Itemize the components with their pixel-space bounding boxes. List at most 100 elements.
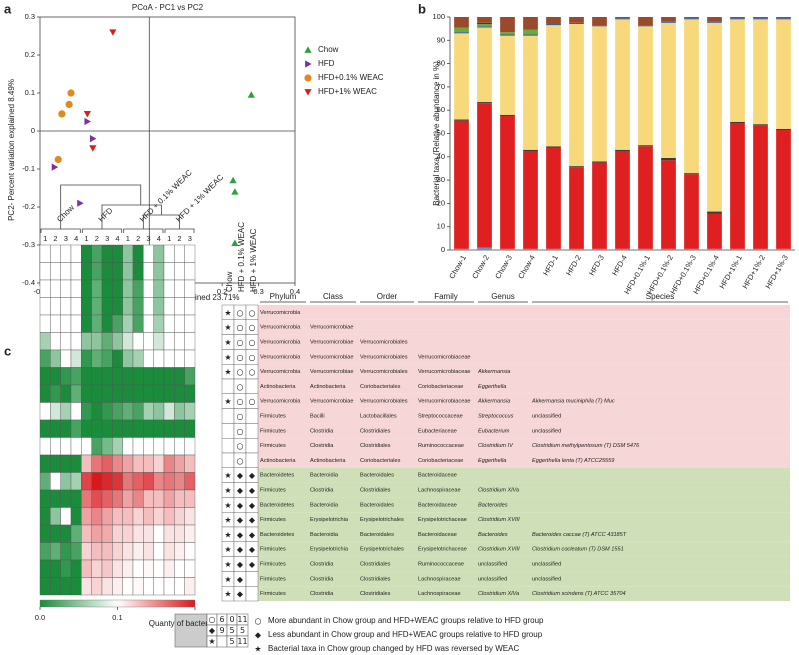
table-cell: Eubacteriaceae bbox=[418, 428, 457, 434]
heat-cell bbox=[50, 402, 61, 421]
heat-cell bbox=[70, 367, 82, 386]
table-row bbox=[258, 556, 790, 572]
heat-cell bbox=[143, 437, 154, 456]
table-cell: Verrucomicrobiae bbox=[310, 339, 354, 345]
table-header: Order bbox=[377, 292, 398, 301]
bar-segment bbox=[592, 25, 607, 27]
table-cell: Firmicutes bbox=[260, 487, 286, 493]
bar-segment bbox=[592, 161, 607, 163]
table-cell: Firmicutes bbox=[260, 517, 286, 523]
heat-cell bbox=[70, 489, 82, 508]
heat-cell bbox=[112, 384, 123, 403]
table-row bbox=[258, 571, 790, 587]
x-tick-label: 0.2 bbox=[217, 287, 227, 296]
heat-cell bbox=[81, 349, 92, 368]
data-point bbox=[83, 111, 91, 118]
bar-segment bbox=[753, 124, 768, 126]
heat-cell bbox=[50, 577, 61, 596]
mark-symbol: ◆ bbox=[237, 516, 244, 525]
heat-cell bbox=[122, 367, 134, 386]
heat-cell bbox=[122, 437, 134, 456]
quantity-cell bbox=[236, 635, 249, 648]
bar-segment bbox=[592, 162, 607, 249]
heat-cell bbox=[39, 489, 51, 508]
bar-segment bbox=[569, 248, 584, 250]
mark-cell bbox=[221, 408, 235, 424]
mark-symbol: ○ bbox=[249, 397, 256, 406]
table-cell: Bacteroidetes bbox=[260, 473, 294, 479]
mark-symbol: ★ bbox=[224, 575, 231, 584]
heat-cell bbox=[163, 314, 175, 333]
heat-cell bbox=[143, 524, 154, 543]
bar-segment bbox=[661, 248, 676, 250]
table-cell: Bacteroidia bbox=[310, 473, 339, 479]
legend-label: HFD+0.1% WEAC bbox=[318, 73, 384, 82]
heat-cell bbox=[174, 437, 185, 456]
x-tick-label: HFD-4 bbox=[610, 253, 629, 277]
y-tick-label: 70 bbox=[437, 82, 445, 91]
heat-cell bbox=[163, 332, 175, 351]
mark-symbol: ○ bbox=[237, 427, 244, 436]
heat-cell bbox=[132, 384, 144, 403]
heat-cell bbox=[143, 489, 154, 508]
mark-cell bbox=[221, 378, 235, 395]
legend-marker bbox=[304, 46, 312, 53]
table-cell: Akkermansia muciniphila (T) Muc bbox=[531, 399, 615, 405]
heat-cell bbox=[60, 262, 72, 281]
table-cell: Eggerthella bbox=[478, 384, 506, 390]
heat-cell bbox=[70, 437, 82, 456]
heat-cell bbox=[174, 454, 185, 473]
heat-cell bbox=[122, 402, 134, 421]
table-row bbox=[258, 467, 790, 483]
heat-cell bbox=[60, 542, 72, 561]
heat-cell bbox=[39, 559, 51, 578]
bar-segment bbox=[661, 17, 676, 22]
heat-cell bbox=[143, 244, 154, 263]
table-cell: Clostridiales bbox=[360, 428, 391, 434]
table-cell: Firmicutes bbox=[260, 576, 286, 582]
bar-segment bbox=[523, 35, 538, 150]
heat-cell bbox=[112, 262, 123, 281]
heat-cell bbox=[153, 297, 165, 316]
bar-segment bbox=[661, 160, 676, 249]
y-tick-label: 0.3 bbox=[25, 12, 35, 21]
heat-cell bbox=[153, 419, 165, 438]
quantity-value: ○ bbox=[209, 615, 216, 624]
mark-symbol: ○ bbox=[249, 368, 256, 377]
heat-cell bbox=[122, 262, 134, 281]
y-axis-label: Bacterial taxa (Relative abundance in %) bbox=[432, 61, 441, 206]
bar-segment bbox=[454, 17, 469, 28]
heat-cell bbox=[184, 507, 196, 526]
bar-segment bbox=[638, 26, 653, 146]
mark-symbol: ◆ bbox=[237, 501, 244, 510]
heat-cell bbox=[50, 384, 61, 403]
mark-cell bbox=[245, 378, 259, 395]
bar-segment bbox=[454, 33, 469, 120]
heat-cell bbox=[153, 244, 165, 263]
mark-symbol: ◆ bbox=[237, 560, 244, 569]
heat-cell bbox=[184, 279, 196, 298]
y-tick-label: -0.2 bbox=[22, 202, 35, 211]
heat-cell bbox=[163, 577, 175, 596]
heat-cell bbox=[81, 332, 92, 351]
heat-cell bbox=[112, 419, 123, 438]
mark-cell bbox=[221, 438, 235, 454]
heat-cell bbox=[60, 577, 72, 596]
heat-cell bbox=[91, 402, 103, 421]
table-cell: Verrucomicrobiaceae bbox=[418, 399, 471, 405]
heat-cell bbox=[132, 454, 144, 473]
bar-segment bbox=[500, 248, 515, 250]
bar-segment bbox=[776, 248, 791, 250]
heat-cell bbox=[143, 419, 154, 438]
heat-cell bbox=[70, 349, 82, 368]
column-label: 2 bbox=[136, 234, 140, 243]
heat-cell bbox=[163, 472, 175, 491]
mark-symbol: ○ bbox=[249, 353, 256, 362]
mark-symbol: ★ bbox=[224, 368, 231, 377]
mark-symbol: ◆ bbox=[237, 486, 244, 495]
column-label: 3 bbox=[146, 234, 150, 243]
heat-cell bbox=[153, 542, 165, 561]
mark-symbol: ★ bbox=[224, 338, 231, 347]
heat-cell bbox=[184, 402, 196, 421]
table-cell: Clostridia bbox=[310, 428, 334, 434]
